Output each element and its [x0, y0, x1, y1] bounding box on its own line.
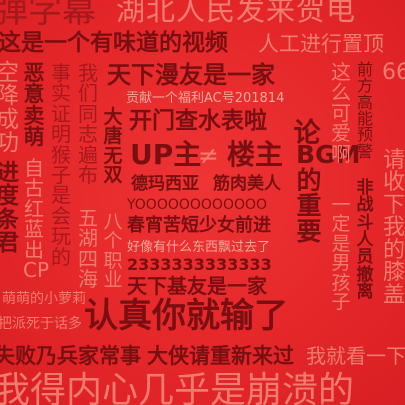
bottom-text: 我得内心几乎是崩溃的	[0, 370, 355, 405]
zhegewo-column: 这么可爱啊	[331, 60, 351, 166]
kong-column: 空降成功	[0, 60, 19, 157]
num6666-column: 6666	[382, 60, 405, 85]
daxia-text: 大侠请重新来过	[147, 344, 294, 368]
haoxiang-text: 好像有什么东西飘过去了	[127, 240, 271, 255]
bage-column: 八个职业	[103, 211, 123, 292]
bgm-column: BGM的重要	[296, 140, 361, 246]
baipai-text: 把派死于话多	[0, 316, 82, 332]
yiding-column: 一定是男孩子	[331, 194, 351, 313]
feizhan-column: 非战斗人员撤离	[356, 178, 374, 302]
yooo-text: YOOOOOOOOOOOO	[127, 197, 268, 213]
shishi-column: 事实证明猴子是会玩的	[51, 61, 71, 269]
demaxiya-text: 德玛西亚	[131, 174, 199, 194]
eyi-column: 恶意卖萌	[23, 61, 45, 150]
lun-column: 论	[293, 118, 321, 149]
datang-column: 大唐无双	[103, 106, 123, 187]
kaimen-text: 开门查水表啦	[129, 108, 267, 134]
zi-column: 自古红蓝出CP	[23, 156, 50, 282]
row2-text: 这是一个有味道的视频	[0, 30, 228, 56]
qianfang-column: 前方高能预警	[356, 60, 373, 161]
danmu-text: 弹字幕	[0, 0, 96, 31]
tianxia1-text: 天下漫友是一家	[107, 61, 275, 89]
shibai-text: 失败乃兵家常事	[0, 344, 141, 368]
wuhu-column: 五湖四海	[78, 206, 98, 292]
upzhu-text: UP主	[130, 138, 202, 171]
mengmeng-text: 萌萌的小萝莉	[2, 291, 86, 307]
qingshou-column: 请收下我的膝盖	[382, 148, 405, 308]
jinsuo-column: 进度条君	[0, 160, 19, 257]
chunxiao-text: 春宵苦短少女前进	[127, 215, 271, 236]
row2b-text: 人工进行置顶	[258, 32, 384, 56]
gongxian-text: 贡献一个福利AC号201814	[126, 91, 285, 106]
num2333-text: 2333333333333	[127, 255, 272, 274]
wojiu-text: 我就看一下	[306, 344, 405, 368]
hubei-text: 湖北人民发来贺电	[116, 0, 357, 27]
women-column: 我们同志遍布	[78, 61, 98, 187]
jinrou-text: 筋肉美人	[213, 174, 281, 194]
louzhu-text: 楼主	[227, 138, 284, 171]
tianxia2-text: 天下基友是一家	[127, 274, 267, 298]
neq-text: ≠	[198, 141, 219, 170]
renzhen-text: 认真你就输了	[84, 296, 288, 336]
